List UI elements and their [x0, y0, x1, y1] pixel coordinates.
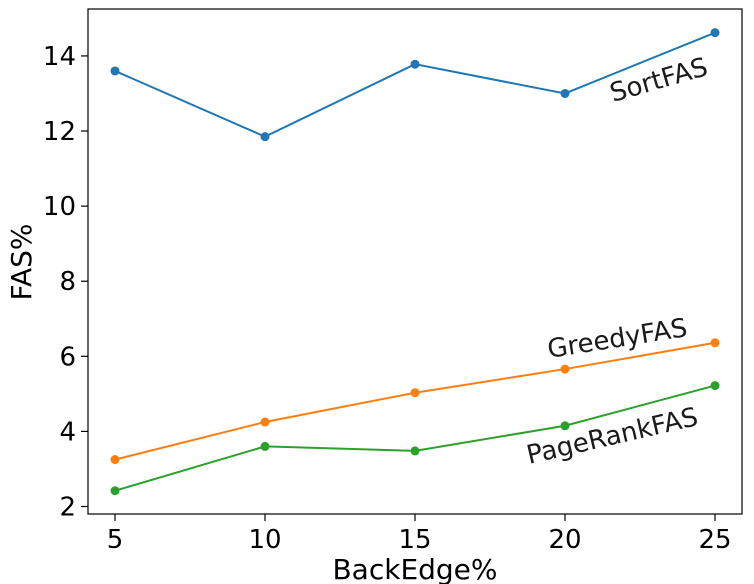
data-point-pagerankfas — [260, 441, 270, 451]
data-point-pagerankfas — [710, 381, 720, 391]
data-point-sortfas — [260, 132, 270, 142]
data-point-sortfas — [560, 88, 570, 98]
y-axis-label: FAS% — [5, 223, 38, 300]
data-point-greedyfas — [260, 417, 270, 427]
y-tick-label: 4 — [59, 417, 76, 447]
x-axis: 5 10 15 20 25 — [107, 514, 732, 555]
x-tick-label: 10 — [248, 525, 281, 555]
data-point-sortfas — [110, 66, 120, 76]
x-tick-label: 20 — [548, 525, 581, 555]
y-tick-label: 14 — [43, 42, 76, 72]
y-tick-label: 2 — [59, 492, 76, 522]
y-tick-label: 8 — [59, 267, 76, 297]
x-tick-label: 25 — [698, 525, 731, 555]
data-point-sortfas — [710, 28, 720, 38]
data-point-greedyfas — [410, 388, 420, 398]
y-axis: 2 4 6 8 10 12 14 — [43, 42, 88, 522]
data-point-greedyfas — [710, 338, 720, 348]
data-point-greedyfas — [560, 364, 570, 374]
plot-area — [87, 8, 743, 515]
y-tick-label: 6 — [59, 342, 76, 372]
data-point-pagerankfas — [410, 446, 420, 456]
y-tick-label: 12 — [43, 117, 76, 147]
series-layer — [110, 28, 720, 496]
data-point-pagerankfas — [110, 486, 120, 496]
x-tick-label: 15 — [398, 525, 431, 555]
data-point-pagerankfas — [560, 421, 570, 431]
x-axis-label: BackEdge% — [332, 553, 497, 584]
y-tick-label: 10 — [43, 192, 76, 222]
data-point-greedyfas — [110, 455, 120, 465]
x-tick-label: 5 — [107, 525, 124, 555]
data-point-sortfas — [410, 59, 420, 69]
